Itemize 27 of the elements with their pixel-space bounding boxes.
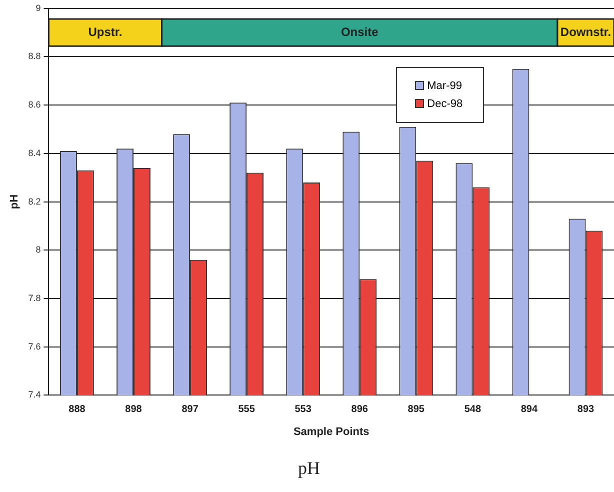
- y-tick-label: 7.6: [28, 341, 41, 352]
- y-axis-title: pH: [8, 194, 21, 210]
- band-label: Upstr.: [88, 24, 122, 39]
- band-label: Downstr.: [560, 24, 612, 39]
- x-tick-label: 898: [125, 404, 142, 415]
- x-tick-label: 894: [520, 404, 538, 415]
- y-tick-label: 8: [36, 244, 41, 255]
- legend-label: Dec-98: [427, 98, 463, 110]
- y-tick-label: 9: [36, 2, 41, 13]
- band-label: Onsite: [340, 24, 379, 39]
- y-tick-label: 8.4: [28, 148, 41, 158]
- y-tick-label: 8.8: [28, 51, 41, 62]
- x-tick-label: 553: [294, 404, 312, 415]
- x-tick-label: 893: [577, 404, 595, 415]
- x-tick-label: 555: [238, 404, 256, 415]
- x-tick-label: 897: [182, 404, 199, 415]
- y-tick-label: 8.6: [28, 100, 41, 110]
- text: pH: [298, 458, 320, 478]
- y-tick-label: 8.2: [28, 196, 41, 206]
- y-tick-label: 7.8: [28, 292, 41, 303]
- x-tick-label: 548: [464, 404, 482, 415]
- x-tick-label: 896: [351, 404, 368, 415]
- x-tick-label: 888: [68, 404, 86, 415]
- x-tick-label: 895: [408, 404, 425, 415]
- y-tick-label: 7.4: [28, 390, 41, 400]
- legend-label: Mar-99: [427, 80, 462, 92]
- x-axis-title: Sample Points: [293, 426, 370, 438]
